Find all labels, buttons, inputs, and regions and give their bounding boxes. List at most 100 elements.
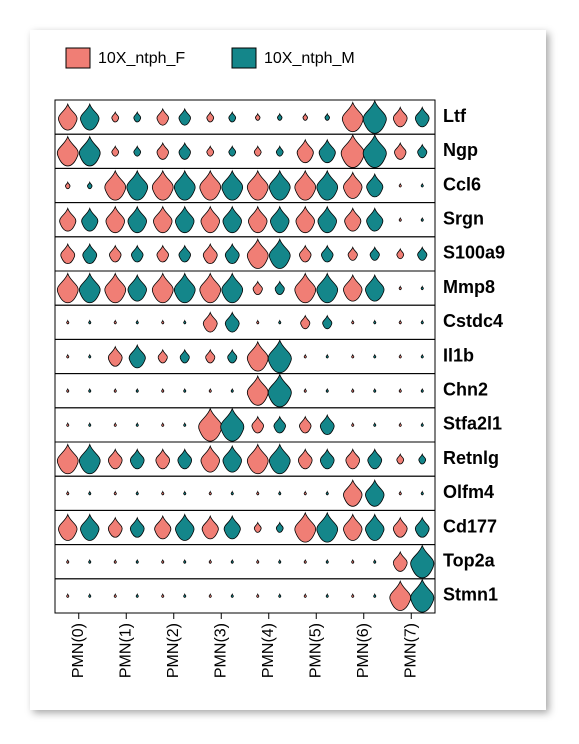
violin xyxy=(155,448,171,470)
violin xyxy=(88,387,92,393)
x-tick-label: PMN(3) xyxy=(212,623,229,678)
violin xyxy=(373,353,377,359)
violin xyxy=(256,319,260,325)
violin xyxy=(113,593,117,598)
violin xyxy=(87,181,93,190)
violin xyxy=(255,112,261,121)
violin xyxy=(373,319,377,325)
gene-label: Cstdc4 xyxy=(443,311,503,331)
violin xyxy=(246,340,269,372)
violin xyxy=(78,135,101,167)
violin xyxy=(178,141,191,160)
gene-label: Olfm4 xyxy=(443,482,494,502)
violin xyxy=(88,353,92,359)
violin xyxy=(246,443,269,475)
violin xyxy=(410,544,435,579)
legend-label: 10X_ntph_F xyxy=(98,50,185,67)
violin xyxy=(343,479,363,507)
violin xyxy=(414,106,430,128)
violin xyxy=(324,112,330,121)
violin xyxy=(58,513,78,541)
violin xyxy=(278,558,282,564)
violin xyxy=(105,205,125,234)
violin xyxy=(104,169,127,201)
violin xyxy=(156,244,169,263)
violin xyxy=(224,311,240,333)
gene-label: Stmn1 xyxy=(443,585,498,605)
violin xyxy=(302,112,308,121)
violin xyxy=(274,280,285,295)
violin xyxy=(316,511,339,543)
violin xyxy=(267,339,292,374)
violin xyxy=(256,593,260,598)
violin xyxy=(362,99,387,134)
violin xyxy=(135,319,139,325)
violin xyxy=(205,348,216,364)
violin xyxy=(230,558,234,564)
violin xyxy=(220,407,245,442)
violin xyxy=(396,452,405,465)
violin xyxy=(299,415,312,434)
violin xyxy=(398,182,402,188)
violin xyxy=(420,353,424,359)
violin xyxy=(109,244,122,263)
violin xyxy=(128,343,146,369)
violin xyxy=(179,348,190,364)
violin xyxy=(343,171,363,199)
violin xyxy=(135,558,139,564)
violin xyxy=(66,593,70,598)
violin xyxy=(208,387,212,393)
violin xyxy=(201,514,219,540)
violin xyxy=(66,490,70,496)
violin xyxy=(178,244,191,263)
violin xyxy=(151,169,174,201)
violin xyxy=(296,138,314,164)
violin xyxy=(154,514,172,540)
x-tick-label: PMN(5) xyxy=(307,623,324,678)
violin xyxy=(246,374,269,406)
violin xyxy=(221,169,244,201)
violin xyxy=(277,112,283,121)
card xyxy=(30,30,546,710)
violin xyxy=(88,593,92,598)
violin xyxy=(297,448,313,470)
violin xyxy=(202,311,218,333)
violin xyxy=(294,169,317,201)
violin xyxy=(221,272,244,304)
violin xyxy=(65,181,71,190)
violin xyxy=(414,516,430,538)
violin xyxy=(398,387,402,393)
violin xyxy=(133,110,142,123)
violin xyxy=(365,479,385,507)
violin xyxy=(88,319,92,325)
violin xyxy=(127,205,147,234)
gene-label: Srgn xyxy=(443,208,484,228)
gene-label: Mmp8 xyxy=(443,277,495,297)
violin xyxy=(161,558,165,564)
violin xyxy=(161,422,165,427)
violin xyxy=(66,353,70,359)
violin xyxy=(111,145,120,157)
violin xyxy=(420,216,424,222)
violin xyxy=(347,246,358,261)
violin xyxy=(107,345,123,367)
gene-label: Il1b xyxy=(443,345,474,365)
gene-label: Cd177 xyxy=(443,516,497,536)
violin xyxy=(223,514,241,540)
violin xyxy=(78,443,101,475)
violin xyxy=(248,205,268,234)
violin xyxy=(202,242,218,265)
violin xyxy=(107,516,123,538)
violin xyxy=(222,444,242,473)
violin xyxy=(351,422,355,427)
violin xyxy=(113,387,117,393)
violin xyxy=(420,422,424,427)
violin xyxy=(66,387,70,393)
legend-swatch xyxy=(65,47,91,69)
violin xyxy=(398,422,402,427)
violin xyxy=(373,422,377,427)
violin xyxy=(175,513,195,541)
violin xyxy=(113,490,117,496)
violin xyxy=(135,593,139,598)
